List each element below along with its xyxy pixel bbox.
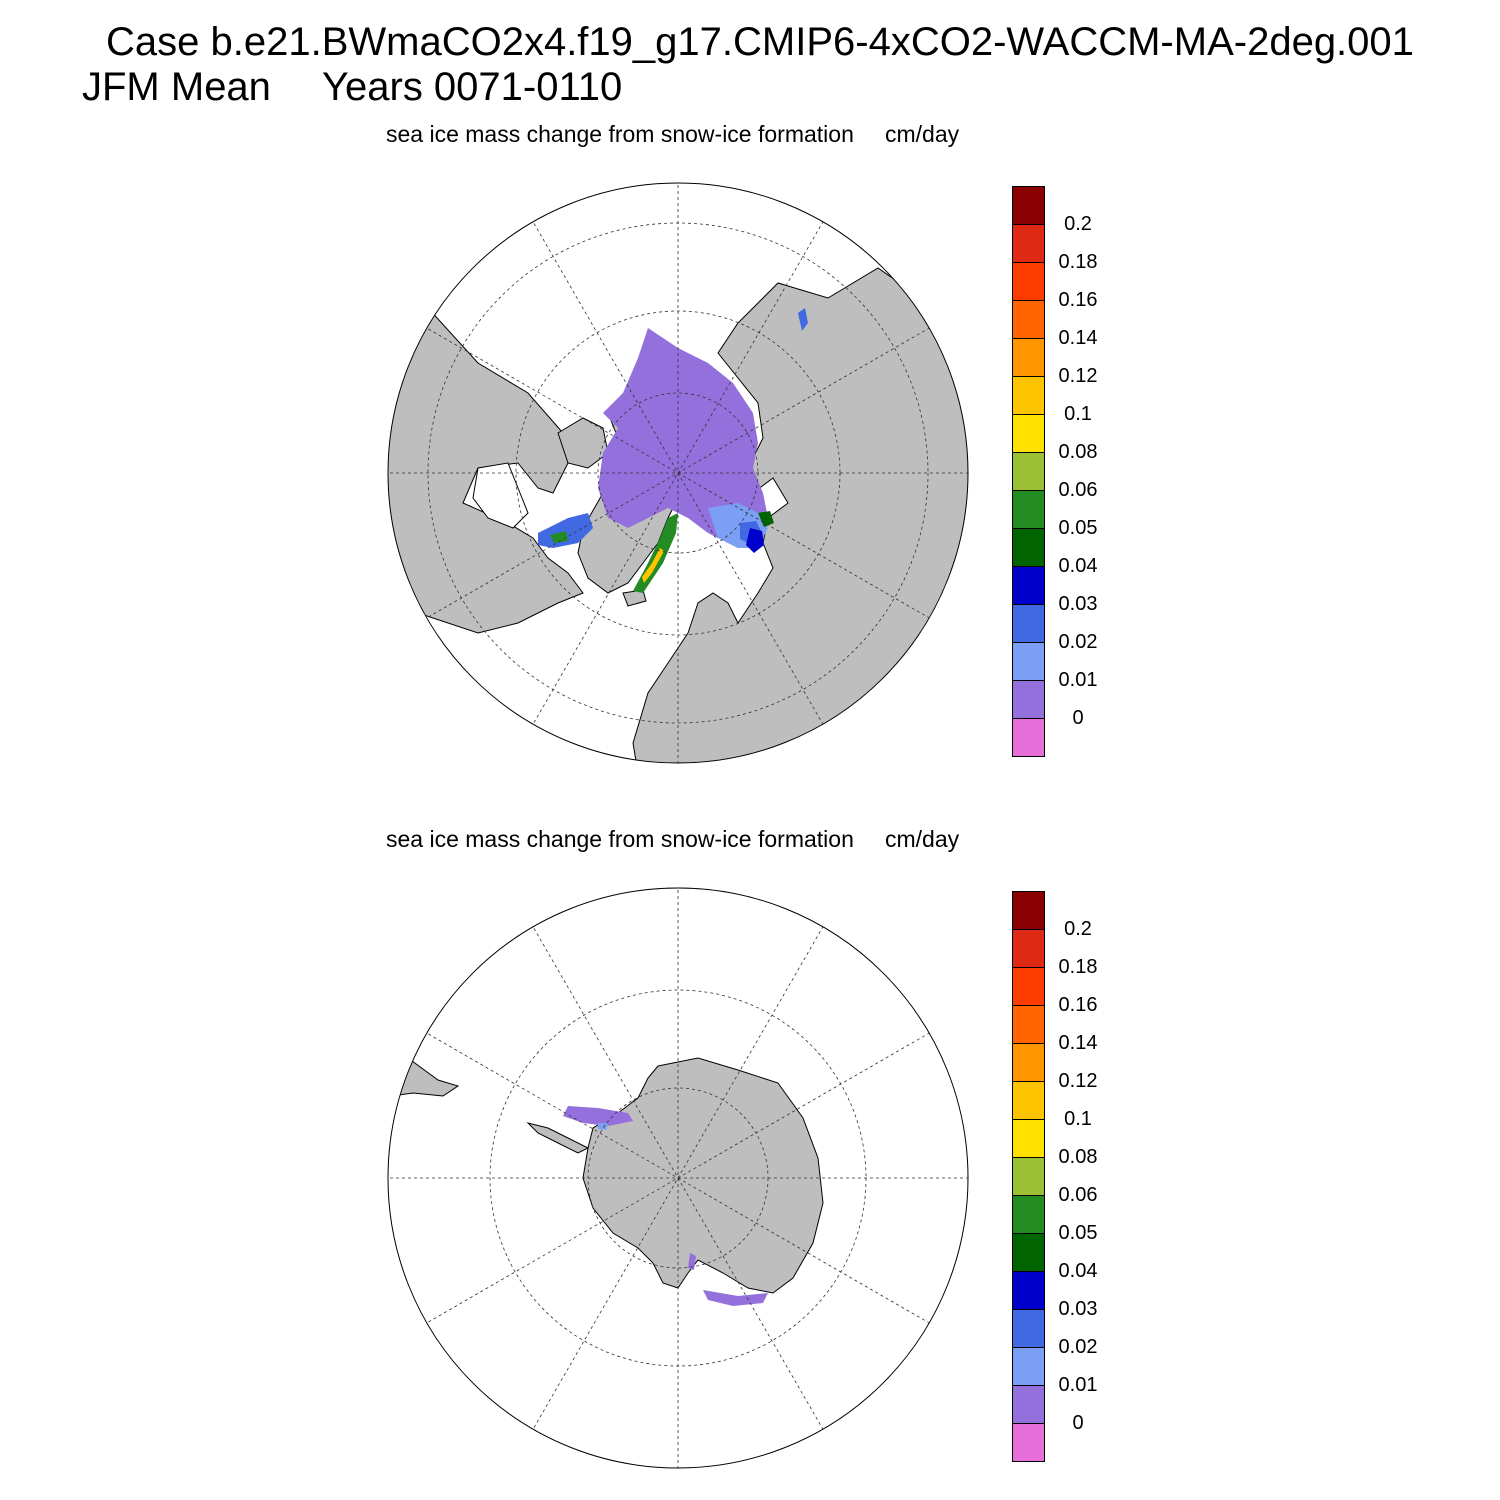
nh-fram-strait-field-green (633, 513, 678, 593)
colorbar-tick-label: 0.14 (1058, 1032, 1098, 1054)
colorbar-tick-label: 0.05 (1058, 1222, 1098, 1244)
colorbar-swatch (1012, 186, 1045, 225)
colorbar-tick-label: 0.04 (1058, 1260, 1098, 1282)
colorbar-swatch (1012, 300, 1045, 339)
figure-title-period: JFM Mean Years 0071-0110 (82, 65, 622, 109)
colorbar-tick-label: 0.05 (1058, 517, 1098, 539)
colorbar-swatch (1012, 967, 1045, 1006)
nh-polar-map (387, 182, 969, 764)
colorbar-tick-label: 0 (1072, 1412, 1084, 1434)
colorbar-swatch (1012, 680, 1045, 719)
colorbar-tick-label: 0.02 (1058, 631, 1098, 653)
colorbar-tick-label: 0.2 (1064, 918, 1092, 940)
nh-labrador-field (538, 513, 593, 548)
years-label: Years 0071-0110 (322, 65, 623, 109)
nh-kara-field-green (758, 511, 774, 527)
sh-antarctic-peninsula (526, 1122, 590, 1154)
colorbar-tick-label: 0.06 (1058, 479, 1098, 501)
colorbar-swatch (1012, 1423, 1045, 1462)
colorbar-tick-label: 0.01 (1058, 1374, 1098, 1396)
nh-fram-strait-field-yellow (642, 548, 664, 583)
nh-panel-title: sea ice mass change from snow-ice format… (386, 121, 854, 147)
colorbar-tick-label: 0.1 (1064, 403, 1092, 425)
colorbar-tick-label: 0 (1072, 707, 1084, 729)
colorbar-swatch (1012, 566, 1045, 605)
colorbar-swatch (1012, 528, 1045, 567)
colorbar-swatch (1012, 224, 1045, 263)
sh-ross-field (703, 1290, 768, 1306)
colorbar-tick-label: 0.14 (1058, 327, 1098, 349)
colorbar-swatch (1012, 891, 1045, 930)
colorbar-tick-label: 0.16 (1058, 994, 1098, 1016)
sh-map-border (387, 887, 969, 1469)
nh-labrador-field-green (550, 531, 568, 543)
colorbar-swatch (1012, 1043, 1045, 1082)
nh-graticule (388, 183, 968, 763)
colorbar-swatch (1012, 452, 1045, 491)
nh-colorbar: 0.2 0.18 0.16 0.14 0.12 0.1 0.08 0.06 0.05 0.04 0.… (1012, 186, 1112, 758)
colorbar-tick-label: 0.1 (1064, 1108, 1092, 1130)
nh-central-arctic-field (598, 328, 768, 548)
colorbar-tick-label: 0.03 (1058, 593, 1098, 615)
colorbar-swatch (1012, 414, 1045, 453)
sh-weddell-field-blue (598, 1123, 608, 1130)
colorbar-tick-label: 0.18 (1058, 956, 1098, 978)
colorbar-tick-label: 0.04 (1058, 555, 1098, 577)
colorbar-swatch (1012, 604, 1045, 643)
colorbar-tick-label: 0.12 (1058, 1070, 1098, 1092)
colorbar-swatch (1012, 642, 1045, 681)
colorbar-swatch (1012, 1347, 1045, 1386)
colorbar-swatch (1012, 1157, 1045, 1196)
colorbar-swatch (1012, 1385, 1045, 1424)
colorbar-swatch (1012, 1233, 1045, 1272)
colorbar-swatch (1012, 1195, 1045, 1234)
colorbar-tick-label: 0.03 (1058, 1298, 1098, 1320)
sh-graticule (388, 888, 968, 1468)
colorbar-tick-label: 0.08 (1058, 441, 1098, 463)
colorbar-swatch (1012, 338, 1045, 377)
colorbar-tick-label: 0.2 (1064, 213, 1092, 235)
nh-map-border (387, 182, 969, 764)
colorbar-swatch (1012, 929, 1045, 968)
colorbar-tick-label: 0.01 (1058, 669, 1098, 691)
nh-panel-units: cm/day (885, 121, 960, 147)
colorbar-tick-label: 0.02 (1058, 1336, 1098, 1358)
colorbar-tick-label: 0.08 (1058, 1146, 1098, 1168)
sh-ross-field-west (688, 1253, 696, 1270)
nh-kara-field-dark (746, 528, 764, 553)
nh-okhotsk-field (798, 308, 808, 331)
colorbar-swatch (1012, 1119, 1045, 1158)
colorbar-tick-label: 0.12 (1058, 365, 1098, 387)
sh-polar-map (387, 887, 969, 1469)
colorbar-swatch (1012, 1081, 1045, 1120)
colorbar-swatch (1012, 1005, 1045, 1044)
colorbar-swatch (1012, 490, 1045, 529)
figure-title-case: Case b.e21.BWmaCO2x4.f19_g17.CMIP6-4xCO2… (106, 20, 1414, 64)
sh-weddell-field (563, 1106, 633, 1126)
colorbar-swatch (1012, 1271, 1045, 1310)
nh-hudson-bay (472, 462, 529, 529)
season-label: JFM Mean (82, 65, 271, 109)
colorbar-swatch (1012, 376, 1045, 415)
sh-colorbar: 0.2 0.18 0.16 0.14 0.12 0.1 0.08 0.06 0.05 0.04 0.… (1012, 891, 1112, 1463)
colorbar-tick-label: 0.06 (1058, 1184, 1098, 1206)
colorbar-swatch (1012, 718, 1045, 757)
sh-panel-title: sea ice mass change from snow-ice format… (386, 826, 854, 852)
sh-panel-units: cm/day (885, 826, 960, 852)
colorbar-swatch (1012, 1309, 1045, 1348)
colorbar-tick-label: 0.16 (1058, 289, 1098, 311)
colorbar-swatch (1012, 262, 1045, 301)
colorbar-tick-label: 0.18 (1058, 251, 1098, 273)
